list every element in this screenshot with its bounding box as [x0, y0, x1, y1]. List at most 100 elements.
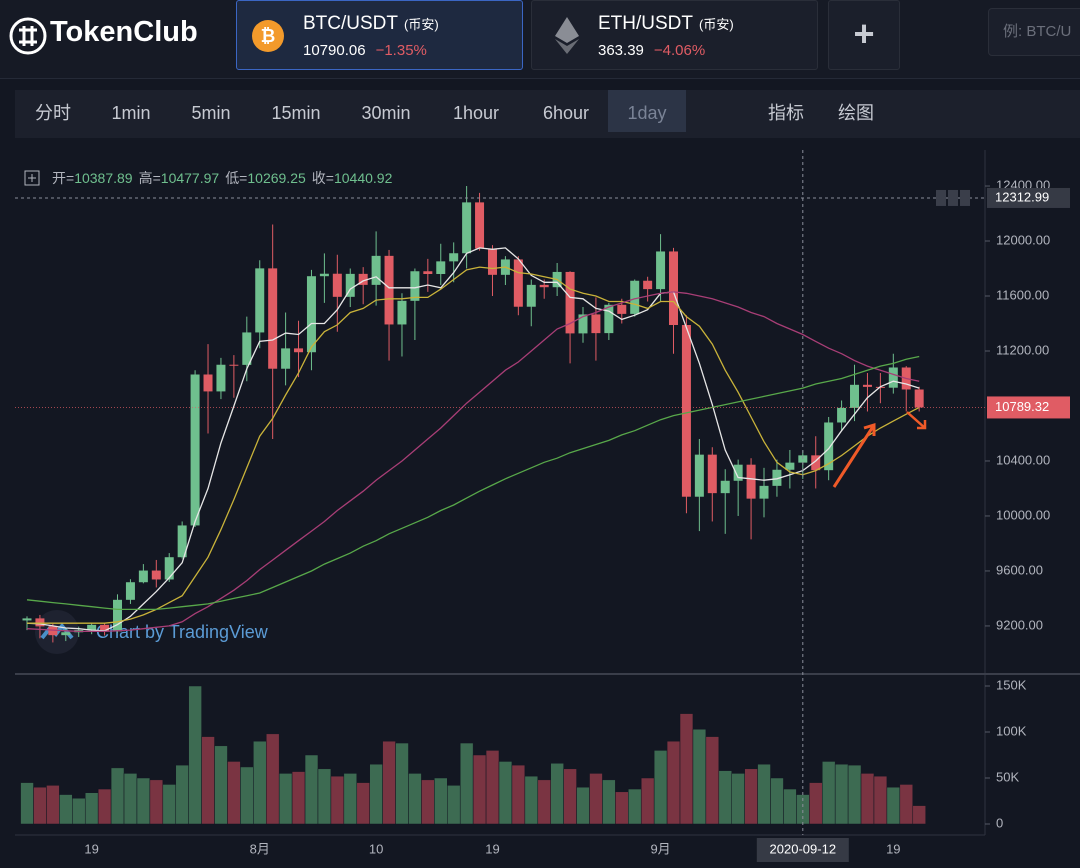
volume-bar [731, 773, 745, 825]
volume-bar [317, 768, 332, 825]
x-tick-label: 8月 [250, 841, 270, 856]
drawn-arrow [832, 422, 876, 488]
candle-body [113, 599, 123, 632]
candle-body [759, 485, 769, 499]
candle-body [824, 422, 834, 471]
volume-bar [59, 794, 73, 825]
volume-bar [97, 788, 112, 825]
ohlc-label: 开= [52, 170, 74, 186]
tool-button[interactable]: 绘图 [838, 103, 874, 123]
candle-body [850, 384, 860, 408]
candle-body [281, 348, 291, 369]
candle-body [914, 389, 924, 408]
candle-body [48, 626, 58, 636]
volume-bar [110, 767, 125, 825]
volume-bar [395, 742, 409, 825]
candle-body [35, 618, 45, 627]
interval-button[interactable]: 30min [361, 103, 411, 123]
btc-icon: ₿ [252, 20, 284, 52]
add-tab[interactable]: + [828, 0, 900, 70]
volume-bar [459, 742, 474, 825]
interval-button[interactable]: 15min [271, 103, 321, 123]
candle-body [785, 462, 795, 470]
interval-button[interactable]: 6hour [542, 103, 590, 123]
volume-bar [640, 777, 655, 825]
volume-bar [744, 768, 758, 825]
pane-button [936, 189, 946, 206]
candle-body [604, 304, 614, 334]
moving-average [27, 266, 920, 624]
pair: ETH/USDT [598, 13, 693, 34]
volume-bar [472, 754, 487, 825]
candle-body [100, 624, 110, 632]
search[interactable]: 例: BTC/U [988, 8, 1080, 56]
candle-body [656, 251, 666, 290]
volume-bar [201, 736, 215, 825]
volume-bar [563, 768, 577, 825]
volume-bar [847, 764, 862, 825]
x-tick-label: 19 [84, 841, 98, 856]
volume-bar [886, 786, 901, 825]
eth-icon [555, 17, 579, 54]
candle-body [151, 570, 161, 580]
candle-body [242, 332, 252, 365]
change: −4.06% [653, 42, 706, 59]
volume-bar [214, 745, 228, 825]
interval-button[interactable]: 分时 [35, 103, 71, 123]
volume-bar [524, 775, 539, 825]
volume-bar [123, 773, 138, 825]
volume-bar [783, 788, 797, 825]
interval-button[interactable]: 5min [191, 103, 231, 123]
volume-bar [20, 782, 34, 825]
volume-bar [692, 728, 707, 825]
volume-bar [421, 779, 435, 825]
candle-body [345, 273, 355, 297]
btc-tab[interactable]: ₿ BTC/USDT (币安) 10790.06 −1.35% [236, 0, 523, 70]
candle-body [371, 255, 381, 285]
volume-bar [576, 786, 590, 825]
volume-bar [330, 775, 345, 825]
interval-button[interactable]: 1day [608, 90, 686, 132]
interval-button[interactable]: 1min [111, 103, 151, 123]
volume-bar [162, 784, 176, 825]
candle-body [332, 273, 342, 297]
drawn-arrow [906, 411, 927, 430]
candle-body [306, 276, 316, 353]
candle-body [384, 255, 394, 325]
candle-body [177, 525, 187, 558]
candle-body [397, 300, 407, 325]
ohlc-value: 10387.89 [74, 170, 133, 186]
candle-body [436, 261, 446, 275]
candle-body [578, 314, 588, 334]
last-price: 10789.32 [995, 399, 1049, 414]
candle-body [203, 374, 213, 392]
volume-bar [382, 740, 396, 825]
legend-toggle [24, 170, 40, 186]
ohlc-label: 低= [225, 170, 247, 186]
candle-body [746, 464, 756, 499]
eth-tab[interactable]: ETH/USDT (币安) 363.39 −4.06% [531, 0, 818, 70]
volume-bar [253, 740, 267, 825]
candle-body [837, 407, 847, 423]
interval-button[interactable]: 1hour [452, 103, 500, 123]
logo-icon [9, 17, 47, 55]
candle-body [862, 384, 872, 387]
candle-body [319, 273, 329, 277]
volume-bar [356, 782, 370, 825]
volume-bar [589, 773, 603, 825]
candle-body [125, 582, 135, 600]
y-tick-label: 9200.00 [996, 617, 1043, 632]
tool-button[interactable]: 指标 [768, 103, 804, 123]
candle-body [190, 374, 200, 526]
volume-bar [85, 792, 99, 825]
volume-bar [628, 788, 642, 825]
exchange: (币安) [404, 17, 439, 32]
candle-body [591, 314, 601, 334]
volume-bar [873, 775, 888, 825]
crosshair-price-bg [987, 187, 1070, 208]
volume-bar [615, 791, 629, 825]
pane-button [960, 189, 970, 206]
volume-bar [369, 763, 383, 825]
candle-body [720, 480, 730, 494]
